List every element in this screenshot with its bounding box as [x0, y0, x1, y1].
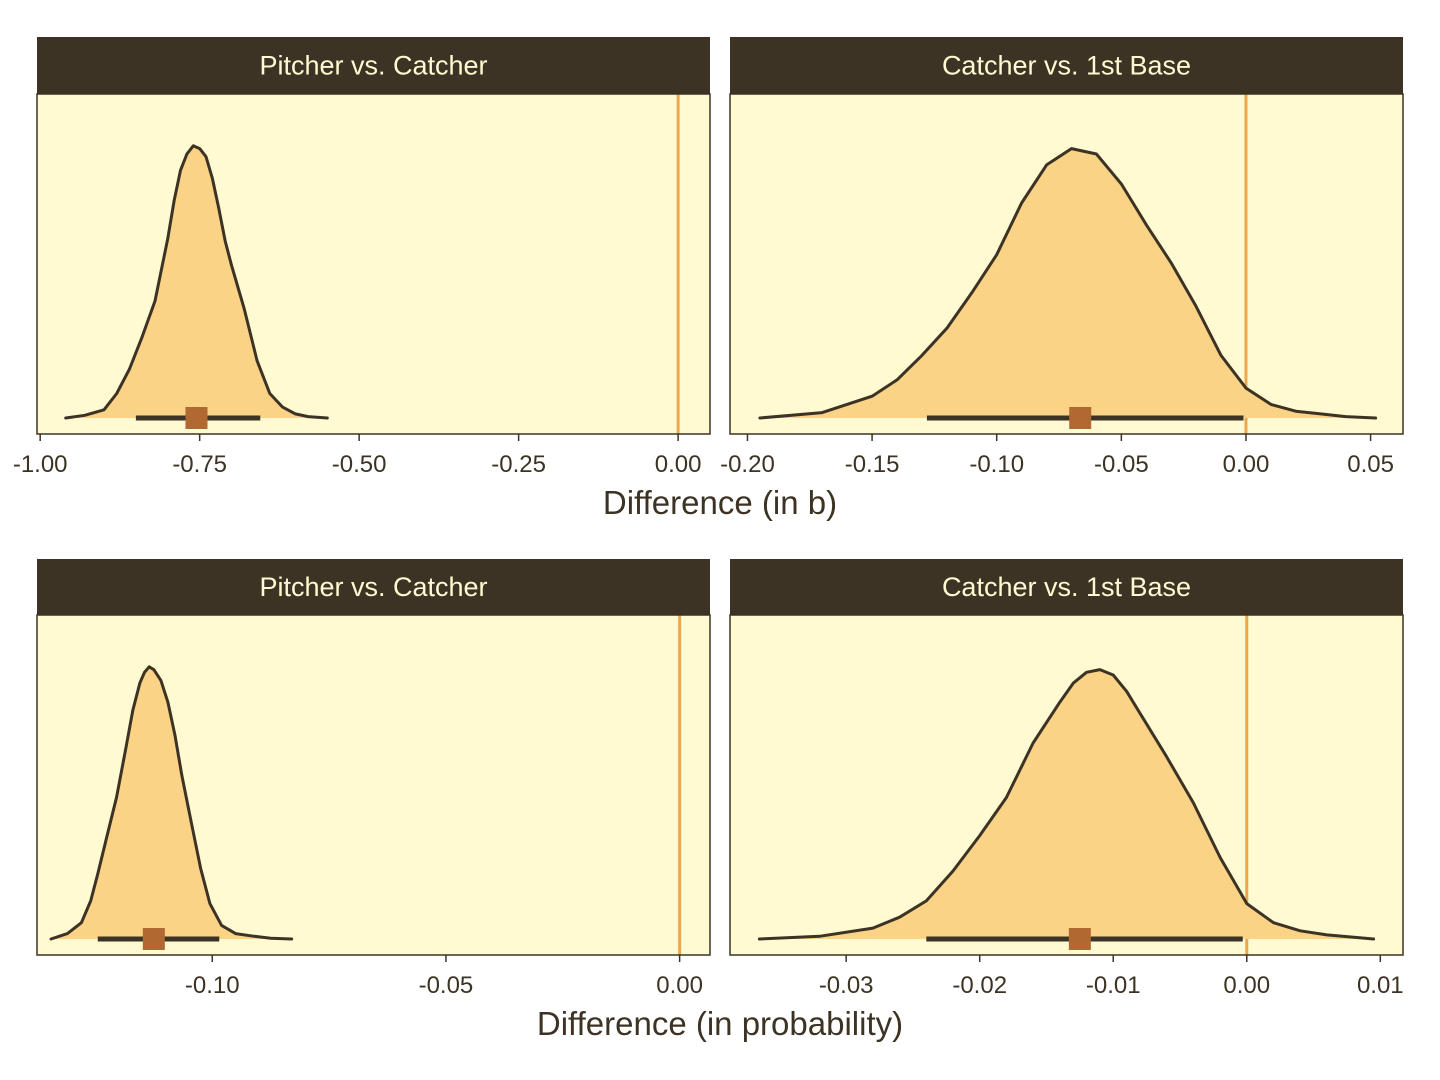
- x-tick-label: 0.01: [1357, 972, 1404, 999]
- panel-bottom-left: Pitcher vs. Catcher -0.10 -0.05 0.00: [36, 559, 711, 999]
- x-tick-label: -0.03: [819, 972, 874, 999]
- density-area: [759, 148, 1376, 418]
- x-tick-label: -0.20: [720, 451, 775, 478]
- panel-border: [36, 614, 711, 956]
- strip-background: [37, 37, 710, 94]
- x-axis-title-top: Difference (in b): [603, 484, 837, 521]
- x-tick-label: 0.00: [655, 451, 702, 478]
- panel-border: [729, 93, 1404, 435]
- x-tick-label: -0.01: [1086, 972, 1141, 999]
- x-tick-label: 0.00: [1223, 451, 1270, 478]
- x-tick-label: -0.02: [952, 972, 1007, 999]
- x-tick-label: -1.00: [13, 451, 68, 478]
- x-tick-label: 0.00: [1223, 972, 1270, 999]
- point-estimate: [185, 407, 208, 429]
- density-area: [51, 666, 292, 939]
- panel-bottom-right: Catcher vs. 1st Base -0.03 -0.02 -0.01 0.00 0…: [729, 559, 1404, 999]
- point-estimate: [1069, 407, 1092, 429]
- strip-background: [37, 559, 710, 615]
- strip-background: [730, 37, 1403, 94]
- x-tick-label: 0.05: [1347, 451, 1394, 478]
- panel-border: [729, 614, 1404, 956]
- strip-label: Catcher vs. 1st Base: [942, 51, 1191, 81]
- x-tick-label: 0.00: [656, 972, 703, 999]
- x-tick-label: -0.15: [845, 451, 900, 478]
- panel-top-left: Pitcher vs. Catcher -1.00 -0.75 -0.50 -0.25 0…: [13, 37, 711, 478]
- x-tick-label: -0.10: [185, 972, 240, 999]
- x-tick-label: -0.05: [419, 972, 474, 999]
- density-outline: [758, 147, 1378, 420]
- x-tick-label: -0.75: [172, 451, 227, 478]
- strip-label: Pitcher vs. Catcher: [259, 51, 487, 81]
- x-tick-label: -0.05: [1094, 451, 1149, 478]
- density-outline: [49, 665, 294, 941]
- density-area: [759, 669, 1374, 939]
- x-axis-title-bottom: Difference (in probability): [537, 1005, 903, 1042]
- x-tick-label: -0.50: [332, 451, 387, 478]
- x-tick-label: -0.25: [491, 451, 546, 478]
- panel-top-right: Catcher vs. 1st Base -0.20 -0.15 -0.10 -0.05…: [720, 37, 1404, 478]
- strip-background: [730, 559, 1403, 615]
- density-outline: [64, 144, 329, 420]
- strip-label: Catcher vs. 1st Base: [942, 572, 1191, 602]
- strip-label: Pitcher vs. Catcher: [259, 572, 487, 602]
- x-tick-label: -0.10: [969, 451, 1024, 478]
- point-estimate: [1068, 928, 1091, 950]
- density-area: [65, 145, 328, 419]
- panel-border: [36, 93, 711, 435]
- point-estimate: [142, 928, 165, 950]
- density-outline: [757, 668, 1376, 941]
